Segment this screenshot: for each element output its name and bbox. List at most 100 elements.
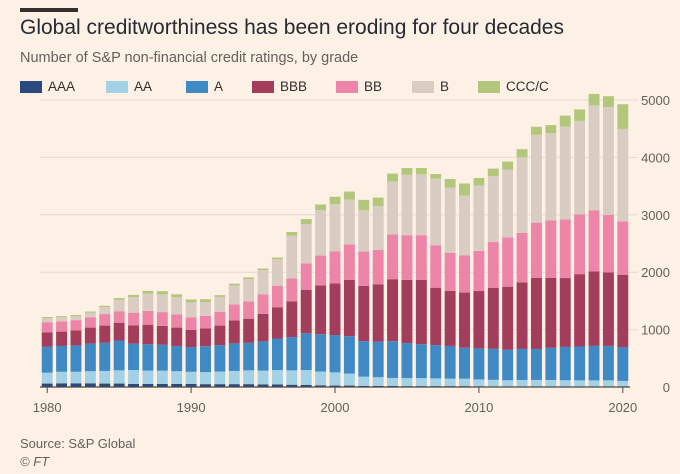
bar-bbb-1980 xyxy=(41,332,53,347)
bar-aaa-1994 xyxy=(243,384,255,387)
bar-bb-2005 xyxy=(401,235,413,280)
bar-aa-2001 xyxy=(343,373,355,386)
bar-a-1986 xyxy=(128,343,140,371)
legend-swatch-aa xyxy=(106,80,128,93)
bar-bb-1999 xyxy=(315,255,327,286)
bar-bb-1990 xyxy=(185,317,197,330)
bar-aaa-1998 xyxy=(300,384,312,387)
bar-aa-2010 xyxy=(473,379,485,387)
bar-b-2004 xyxy=(387,181,399,235)
bar-bb-2003 xyxy=(372,249,384,285)
bar-b-1981 xyxy=(56,317,68,322)
brand-top-bar xyxy=(20,8,78,12)
bar-bbb-1984 xyxy=(99,325,111,343)
bar-bb-2006 xyxy=(415,235,427,280)
bar-bb-2014 xyxy=(530,222,542,278)
bar-aaa-1995 xyxy=(257,384,269,387)
bar-aa-2015 xyxy=(545,379,557,387)
bar-aa-1985 xyxy=(113,370,125,384)
bar-aa-1981 xyxy=(56,371,68,384)
bar-bb-1995 xyxy=(257,294,269,314)
bar-bb-1998 xyxy=(300,263,312,290)
bar-b-2016 xyxy=(559,126,571,220)
bar-a-2000 xyxy=(329,335,341,373)
source-note: Source: S&P Global xyxy=(20,436,136,451)
chart-title: Global creditworthiness has been eroding… xyxy=(20,16,564,39)
bar-bb-1985 xyxy=(113,311,125,323)
bar-aa-2016 xyxy=(559,380,571,387)
bar-b-1986 xyxy=(128,297,140,313)
bar-cccc-2017 xyxy=(574,109,586,121)
bar-bbb-1992 xyxy=(214,325,226,346)
bar-aa-1987 xyxy=(142,370,154,384)
bar-bbb-1988 xyxy=(156,325,168,345)
legend-label-b: B xyxy=(440,79,450,94)
bar-bbb-2001 xyxy=(343,279,355,337)
bar-cccc-1997 xyxy=(286,232,298,236)
bar-b-2014 xyxy=(530,134,542,223)
bar-a-1987 xyxy=(142,344,154,371)
bar-b-1985 xyxy=(113,299,125,312)
bar-aaa-1985 xyxy=(113,383,125,387)
legend-label-bb: BB xyxy=(364,79,383,94)
bar-bb-1991 xyxy=(200,315,211,329)
bar-aaa-1996 xyxy=(271,384,283,387)
bar-a-2016 xyxy=(559,346,571,381)
bar-b-1984 xyxy=(99,307,111,315)
bar-bbb-2000 xyxy=(329,283,341,336)
bar-a-2014 xyxy=(530,348,542,380)
bar-cccc-1996 xyxy=(271,257,283,260)
bar-b-1993 xyxy=(228,285,240,305)
bar-bbb-2015 xyxy=(545,277,557,348)
bar-bb-1997 xyxy=(286,278,298,302)
chart-legend: AAA AA A BBB BB B CCC/C xyxy=(20,79,660,99)
bar-cccc-1993 xyxy=(228,283,240,286)
bar-bb-2002 xyxy=(358,251,370,286)
bar-bb-2000 xyxy=(329,251,341,284)
bar-a-1981 xyxy=(56,345,68,372)
bar-cccc-1989 xyxy=(171,294,183,298)
bar-a-2005 xyxy=(401,343,413,379)
bar-b-1998 xyxy=(300,224,312,264)
bar-aaa-2001 xyxy=(343,385,355,387)
bar-bb-1983 xyxy=(84,317,96,328)
bar-bbb-1982 xyxy=(70,330,82,346)
bar-cccc-2013 xyxy=(516,149,528,158)
bar-b-2007 xyxy=(430,178,442,246)
bar-aaa-1986 xyxy=(128,383,140,387)
bar-bb-1984 xyxy=(99,314,111,326)
bar-aa-2013 xyxy=(516,379,528,387)
bar-bbb-2019 xyxy=(602,272,614,346)
bar-b-1980 xyxy=(41,318,53,323)
bar-cccc-1981 xyxy=(56,316,68,318)
bar-a-1984 xyxy=(99,342,111,371)
bar-aa-1997 xyxy=(286,370,298,385)
bar-aa-2012 xyxy=(502,380,514,387)
bar-aa-1995 xyxy=(257,370,269,385)
legend-label-aaa: AAA xyxy=(48,79,76,94)
bar-aa-2000 xyxy=(329,372,341,386)
bar-bbb-1986 xyxy=(128,325,140,344)
legend-label-aa: AA xyxy=(134,79,153,94)
bar-aa-2020 xyxy=(617,380,629,387)
bar-bbb-1995 xyxy=(257,313,269,342)
bar-aa-2017 xyxy=(574,380,586,387)
bar-bbb-2011 xyxy=(487,287,499,349)
bar-cccc-2010 xyxy=(473,177,485,186)
bar-aaa-1980 xyxy=(41,383,53,387)
bar-a-2008 xyxy=(444,345,456,379)
bar-cccc-2002 xyxy=(358,199,370,211)
bar-bbb-2002 xyxy=(358,285,370,342)
bar-bbb-2010 xyxy=(473,291,485,349)
bar-bb-2001 xyxy=(343,244,355,280)
bar-a-2019 xyxy=(602,345,614,381)
bar-a-2006 xyxy=(415,344,427,379)
bar-a-2015 xyxy=(545,347,557,380)
bar-aa-1982 xyxy=(70,371,82,384)
bar-cccc-2020 xyxy=(617,104,629,129)
bar-aa-1983 xyxy=(84,371,96,384)
bar-a-1983 xyxy=(84,343,96,372)
brand-footer: © FT xyxy=(20,454,50,469)
bar-aa-1999 xyxy=(315,371,327,386)
bar-bb-2009 xyxy=(459,255,470,293)
